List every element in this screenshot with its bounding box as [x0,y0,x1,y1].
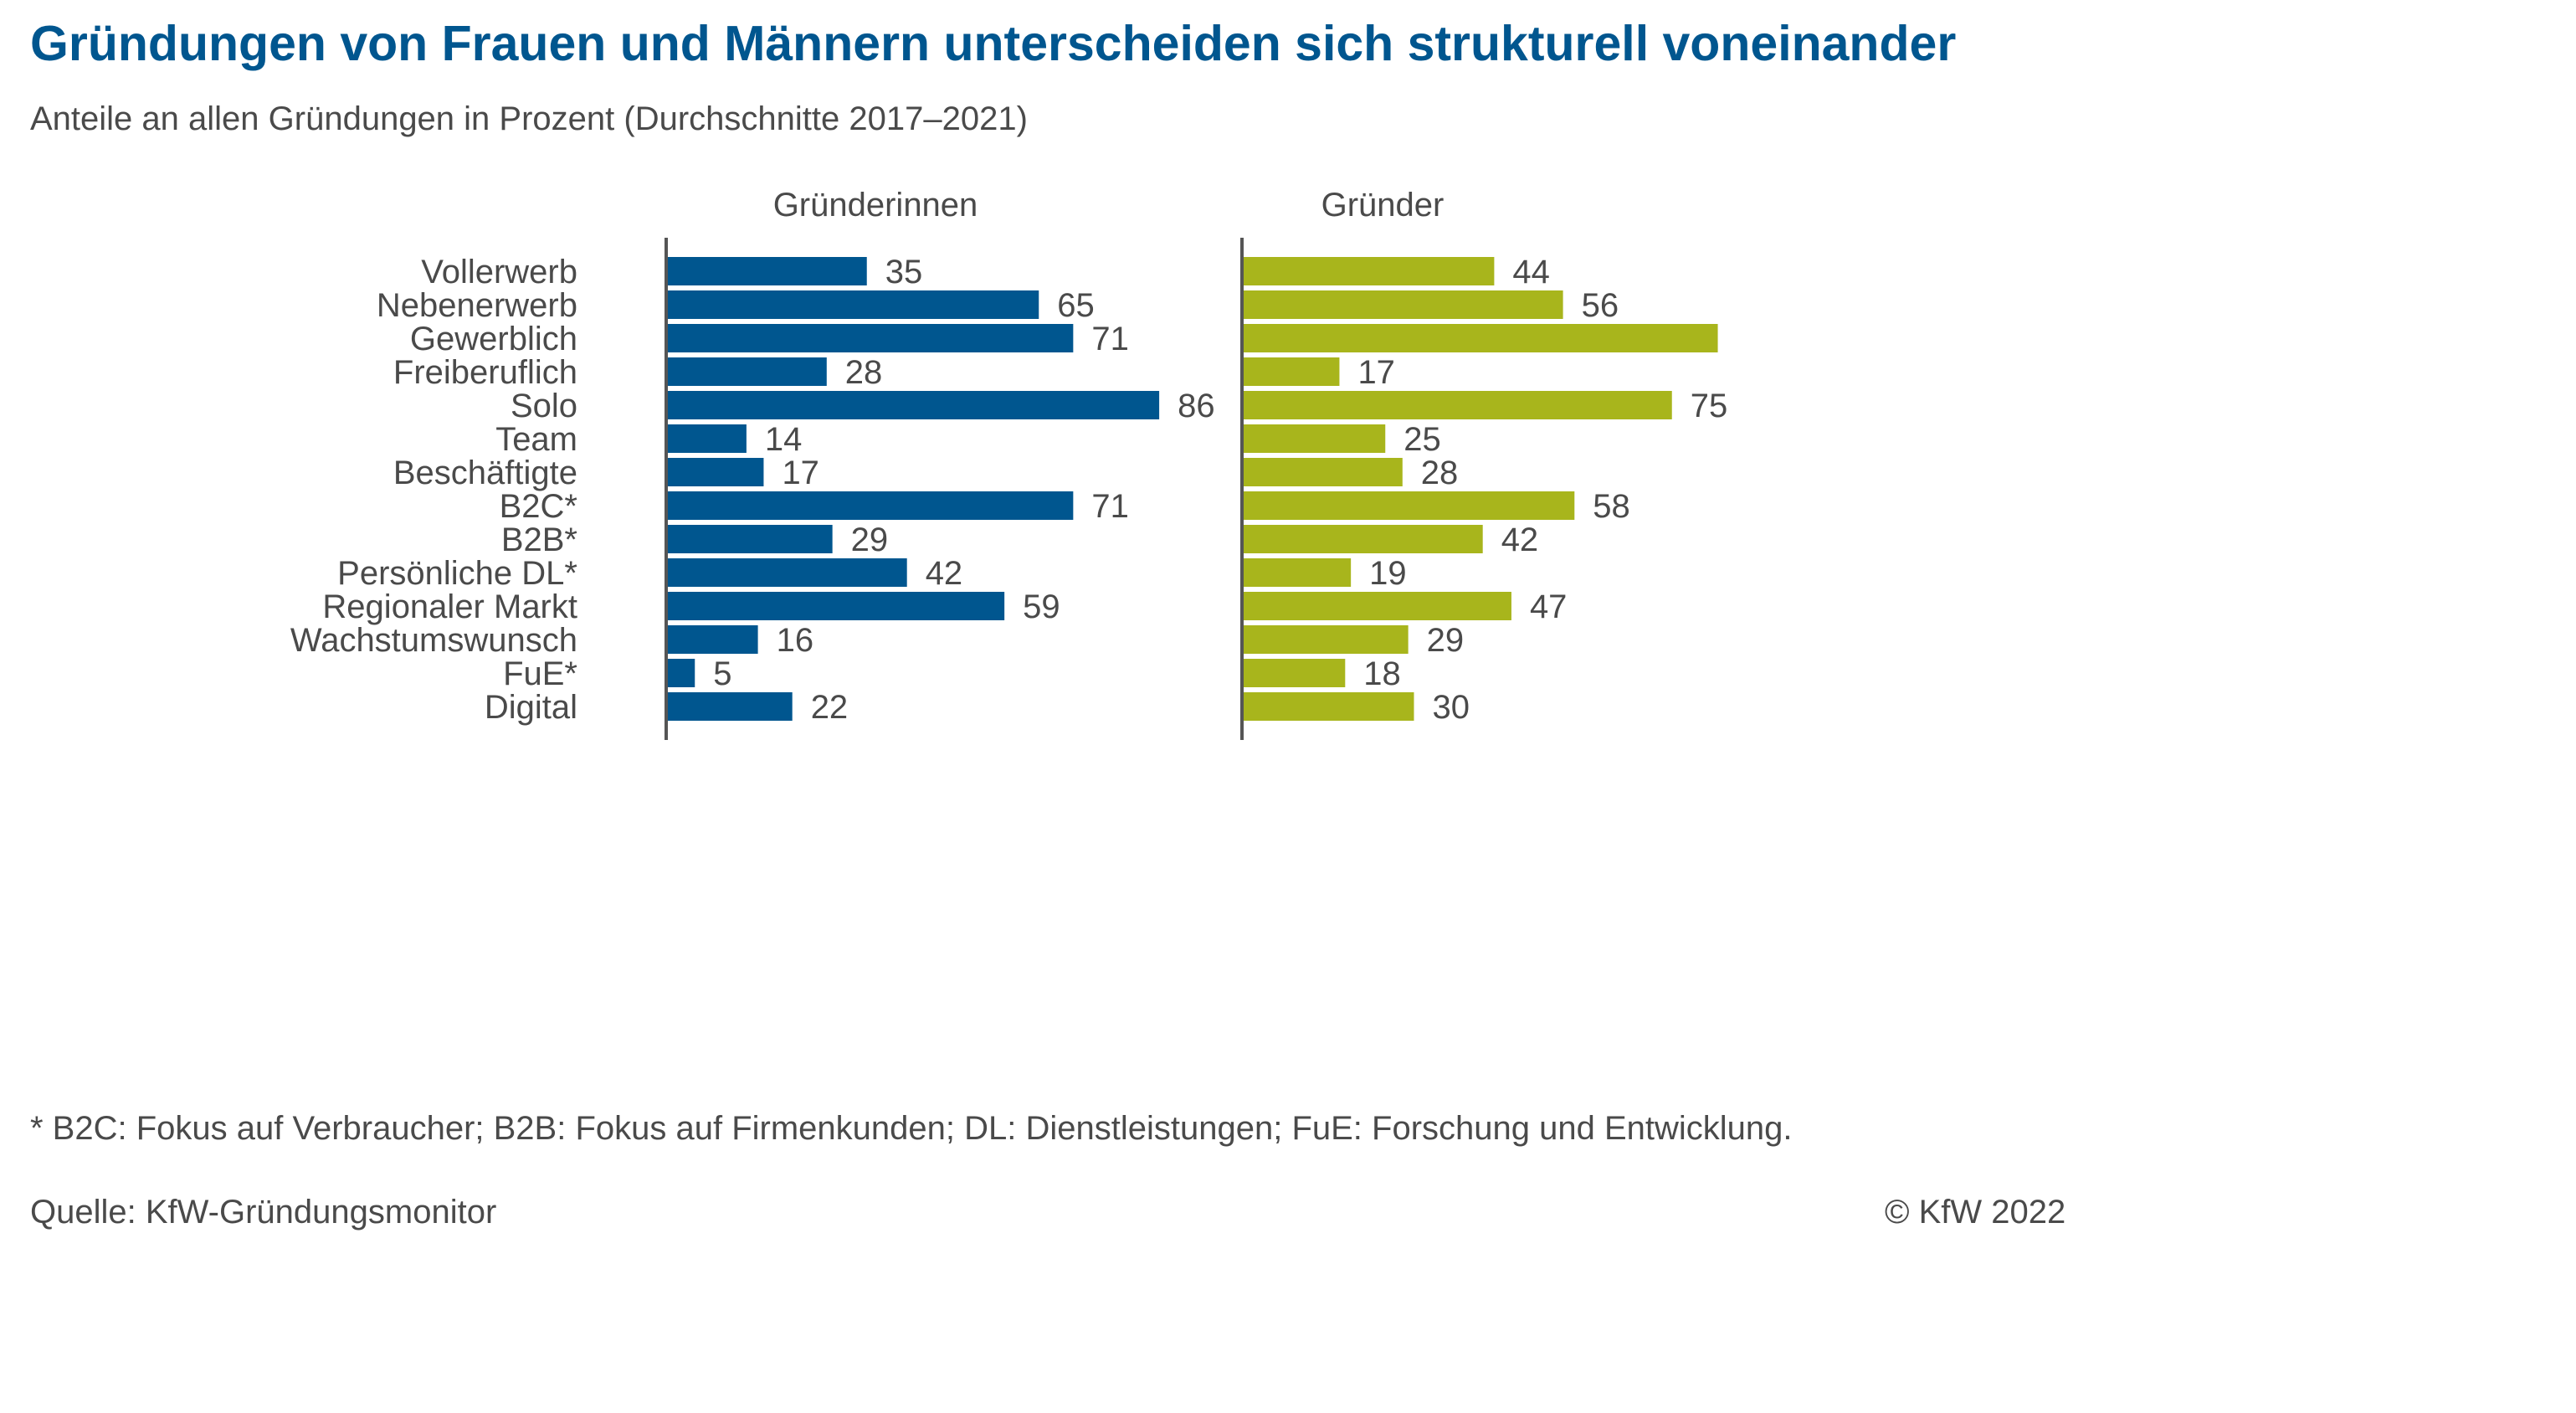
bar [666,357,827,386]
bar [1242,290,1563,319]
data-label: 29 [851,522,889,558]
panel-header-gruender: Gründer [1321,187,1445,224]
category-label: Regionaler Markt [322,588,577,625]
data-label: 17 [782,455,819,491]
data-label: 28 [845,354,883,391]
bar [666,692,793,721]
category-label: Vollerwerb [421,254,577,290]
footnote: * B2C: Fokus auf Verbraucher; B2B: Fokus… [30,1110,1793,1147]
category-label: FuE* [503,655,577,692]
data-label: 86 [1178,388,1215,424]
data-label: 19 [1369,555,1407,592]
bar [666,525,833,553]
category-label: Nebenerwerb [377,287,577,324]
data-label: 42 [1501,522,1539,558]
bar [666,491,1074,520]
data-label: 28 [1421,455,1459,491]
bar [1242,692,1414,721]
data-label: 29 [1427,622,1465,659]
data-label: 14 [765,421,803,458]
bar [1242,257,1495,285]
data-label: 30 [1433,689,1470,726]
category-label: B2C* [500,488,577,525]
data-label: 59 [1023,588,1060,625]
data-label: 5 [713,655,731,692]
bar [1242,324,1718,352]
category-label: Beschäftigte [393,455,577,491]
bar [666,592,1005,620]
data-label: 56 [1582,287,1619,324]
data-label: 18 [1363,655,1401,692]
data-label: 17 [1357,354,1395,391]
category-label: Gewerblich [410,321,577,357]
data-label: 71 [1091,488,1129,525]
bar [1242,357,1340,386]
data-label: 42 [926,555,963,592]
data-label: 71 [1091,321,1129,357]
data-label: 16 [777,622,814,659]
bar [666,257,867,285]
bar [1242,558,1352,587]
bar [1242,592,1511,620]
data-label: 44 [1512,254,1550,290]
bar [1242,458,1403,486]
data-label: 22 [811,689,849,726]
source-note: Quelle: KfW-Gründungsmonitor [30,1194,497,1231]
bar [666,558,907,587]
bar [1242,391,1672,419]
data-label: 65 [1057,287,1095,324]
bar [666,324,1074,352]
bar [1242,491,1575,520]
copyright-note: © KfW 2022 [1885,1194,2066,1231]
bar [1242,525,1483,553]
bar [666,458,764,486]
bar [666,290,1039,319]
category-labels: VollerwerbNebenerwerbGewerblichFreiberuf… [290,254,577,726]
bar [1242,659,1346,687]
bar [666,659,695,687]
data-label: 75 [1691,388,1728,424]
data-label: 47 [1530,588,1568,625]
bar [666,391,1160,419]
data-label: 35 [885,254,923,290]
bar [1242,625,1409,654]
data-label: 25 [1403,421,1441,458]
category-label: Wachstumswunsch [290,622,577,659]
bar [666,424,747,453]
bar [1242,424,1386,453]
data-label: 58 [1593,488,1630,525]
category-label: Team [495,421,577,458]
category-label: Freiberuflich [393,354,577,391]
category-label: Digital [485,689,577,726]
bar [666,625,758,654]
category-label: Solo [511,388,577,424]
chart-title: Gründungen von Frauen und Männern unters… [30,16,1957,71]
panel-header-gruenderinnen: Gründerinnen [773,187,978,224]
chart-subtitle: Anteile an allen Gründungen in Prozent (… [30,100,1028,137]
category-label: B2B* [501,522,577,558]
category-label: Persönliche DL* [337,555,577,592]
